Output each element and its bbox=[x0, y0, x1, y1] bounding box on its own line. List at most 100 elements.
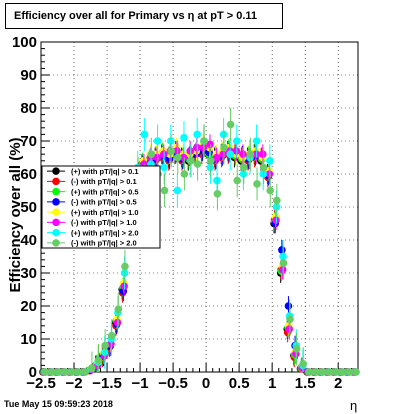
data-point bbox=[279, 259, 288, 267]
data-point bbox=[55, 368, 63, 376]
data-point bbox=[173, 186, 182, 195]
y-tick-label: 0 bbox=[29, 364, 37, 381]
data-point bbox=[226, 150, 235, 158]
data-point bbox=[239, 150, 247, 158]
data-point bbox=[180, 170, 189, 178]
data-point bbox=[179, 153, 188, 162]
x-tick-label: 1.5 bbox=[295, 375, 316, 392]
data-point bbox=[266, 157, 274, 165]
data-point bbox=[252, 137, 261, 145]
data-point bbox=[160, 163, 168, 172]
y-tick-label: 80 bbox=[20, 100, 37, 117]
data-point bbox=[246, 150, 255, 158]
legend-box bbox=[41, 165, 161, 249]
data-point bbox=[278, 246, 286, 254]
chart-title: Efficiency over all for Primary vs η at … bbox=[14, 10, 258, 22]
legend-label: (+) with pT/|q| > 1.0 bbox=[71, 208, 139, 217]
data-point bbox=[259, 150, 267, 158]
legend-swatch bbox=[52, 218, 60, 227]
data-point bbox=[200, 137, 208, 145]
data-point bbox=[240, 163, 248, 172]
data-point bbox=[41, 368, 50, 376]
data-point bbox=[147, 150, 156, 158]
data-point bbox=[325, 368, 334, 376]
data-point bbox=[121, 262, 129, 271]
x-axis-label: η bbox=[350, 398, 358, 413]
legend-label: (+) with pT/|q| > 0.1 bbox=[71, 167, 139, 176]
data-point bbox=[219, 150, 228, 158]
data-point bbox=[284, 302, 293, 310]
legend-swatch bbox=[52, 177, 60, 186]
data-point bbox=[339, 368, 347, 376]
legend-swatch bbox=[52, 239, 60, 247]
axes: −2.5 −2 −1.5 −1 −0.5 0 0.5 1 1.5 2010203040506070… bbox=[12, 34, 359, 392]
data-point bbox=[114, 305, 123, 314]
data-point bbox=[153, 137, 162, 145]
x-tick-label: 0 bbox=[202, 375, 210, 392]
x-tick-label: 2 bbox=[334, 375, 342, 392]
legend-label: (-) with pT/|q| > 0.5 bbox=[71, 198, 137, 207]
data-point bbox=[48, 368, 57, 376]
data-point bbox=[61, 368, 70, 376]
data-point bbox=[312, 368, 321, 376]
data-point bbox=[273, 196, 281, 205]
legend-label: (-) with pT/|q| > 1.0 bbox=[71, 218, 137, 227]
data-point bbox=[212, 153, 221, 162]
legend-label: (+) with pT/|q| > 0.5 bbox=[71, 187, 139, 196]
data-point bbox=[94, 356, 103, 365]
data-point bbox=[180, 133, 188, 142]
x-tick-label: −1 bbox=[132, 375, 149, 392]
data-point bbox=[220, 143, 228, 152]
y-tick-label: 10 bbox=[20, 331, 37, 348]
data-point bbox=[306, 368, 314, 376]
legend-swatch bbox=[52, 187, 60, 196]
x-tick-label: 0.5 bbox=[229, 375, 250, 392]
legend-swatch bbox=[52, 167, 60, 175]
data-point bbox=[68, 368, 76, 376]
y-tick-label: 30 bbox=[20, 265, 37, 282]
y-tick-label: 20 bbox=[20, 298, 37, 315]
data-point bbox=[160, 186, 169, 195]
data-point bbox=[206, 157, 215, 165]
data-point bbox=[319, 368, 327, 376]
title-box: Efficiency over all for Primary vs η at … bbox=[5, 3, 283, 29]
y-axis-label: Efficiency over all (%) bbox=[7, 137, 24, 292]
legend-label: (+) with pT/|q| > 2.0 bbox=[71, 228, 139, 237]
data-point bbox=[107, 331, 116, 340]
y-tick-label: 40 bbox=[20, 232, 37, 249]
data-point bbox=[74, 368, 83, 376]
data-point bbox=[226, 120, 235, 129]
x-tick-label: 1 bbox=[268, 375, 276, 392]
x-tick-label: −2.5 bbox=[26, 375, 56, 392]
y-tick-label: 50 bbox=[20, 199, 37, 216]
y-tick-label: 90 bbox=[20, 67, 37, 84]
legend-swatch bbox=[52, 198, 60, 206]
data-point bbox=[345, 368, 354, 376]
data-point bbox=[173, 153, 182, 162]
data-point bbox=[253, 180, 261, 188]
data-point bbox=[266, 186, 275, 195]
data-point bbox=[173, 147, 181, 155]
x-tick-label: −0.5 bbox=[158, 375, 188, 392]
data-points bbox=[39, 108, 360, 376]
data-point bbox=[101, 341, 109, 350]
legend-swatch bbox=[52, 228, 60, 237]
timestamp-footer: Tue May 15 09:59:23 2018 bbox=[4, 399, 113, 409]
data-point bbox=[213, 190, 222, 198]
x-tick-label: −2 bbox=[65, 375, 82, 392]
y-tick-label: 60 bbox=[20, 166, 37, 183]
data-point bbox=[81, 368, 90, 376]
data-point bbox=[332, 368, 341, 376]
data-point bbox=[187, 157, 195, 165]
data-point bbox=[233, 176, 242, 185]
data-point bbox=[259, 163, 268, 172]
legend-swatch bbox=[52, 208, 60, 216]
legend-label: (-) with pT/|q| > 2.0 bbox=[71, 239, 137, 248]
data-point bbox=[292, 345, 301, 353]
legend-label: (-) with pT/|q| > 0.1 bbox=[71, 177, 137, 186]
y-tick-label: 70 bbox=[20, 133, 37, 150]
data-point bbox=[193, 160, 202, 168]
data-point bbox=[167, 147, 175, 155]
data-point bbox=[352, 368, 360, 376]
